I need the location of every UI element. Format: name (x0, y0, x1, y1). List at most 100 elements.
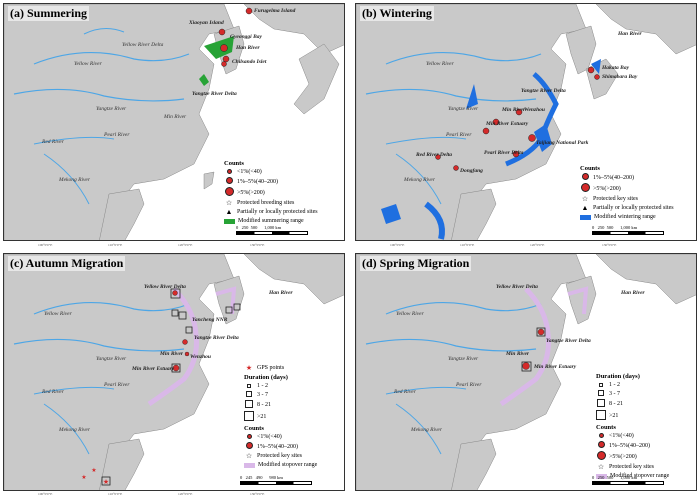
site-label: Han River (236, 45, 260, 51)
legend-item: >21 (257, 414, 267, 420)
panel-title: (c) Autumn Migration (8, 256, 126, 271)
legend-item: Partially or locally protected sites (593, 205, 674, 211)
scale-label: 250 (241, 225, 249, 230)
legend-item: 3 - 7 (609, 391, 620, 397)
panel-title: (a) Summering (8, 6, 89, 21)
lon-tick: 110°0'0"E (108, 492, 123, 496)
lon-tick: 130°0'0"E (250, 243, 265, 247)
site-label: Pearl River Delta (484, 150, 524, 156)
panel-title: (b) Wintering (360, 6, 434, 21)
lon-tick: 100°0'0"E (38, 492, 53, 496)
scale-bar: 0 250 500 1,000 km (236, 225, 308, 235)
legend-item: Protected key sites (593, 196, 638, 202)
river-label: Yellow River (426, 61, 454, 67)
duration-3-icon (597, 399, 605, 407)
svg-text:★: ★ (81, 474, 86, 481)
river-label: Yellow River (44, 311, 72, 317)
panel-wintering: (b) Wintering Han River Hakata Bay Shima… (355, 3, 697, 241)
scale-label: 500 (606, 475, 614, 480)
site-label: Gyeonggi Bay (230, 34, 262, 40)
duration-2-icon (598, 390, 604, 396)
river-label: Yellow River (396, 311, 424, 317)
lon-tick: 110°0'0"E (108, 243, 123, 247)
legend-item: <1%(<40) (257, 434, 282, 440)
count-small-icon (246, 434, 252, 439)
map-autumn: ★ ★ ★ (4, 254, 344, 490)
site-label: Yangtze River Delta (194, 335, 239, 341)
count-medium-icon (225, 177, 233, 184)
site-label: Han River (621, 290, 645, 296)
lon-tick: 120°0'0"E (530, 243, 545, 247)
legend-item: Protected breeding sites (237, 200, 295, 206)
legend: Counts <1%(<40) 1%–5%(40–200) >5%(>200) … (224, 159, 318, 226)
legend-item: 8 - 21 (257, 402, 271, 408)
river-label: Yangtze River (448, 106, 479, 112)
river-label: Mekong River (404, 177, 435, 183)
scale-bar: 0 250 500 1,000 km (592, 475, 664, 485)
legend-item: Modified stopover range (258, 462, 318, 468)
scale-label: 0 (592, 225, 595, 230)
lon-tick: 130°0'0"E (250, 492, 265, 496)
panel-title: (d) Spring Migration (360, 256, 472, 271)
site-label: Taijiang National Park (536, 140, 589, 146)
scale-label: 0 (592, 475, 595, 480)
legend-item: Modified summering range (238, 218, 304, 224)
site-label: Red River Delta (416, 152, 453, 158)
river-label: Mekong River (59, 177, 90, 183)
duration-4-icon (596, 410, 606, 420)
river-label: Pearl River (104, 382, 130, 388)
count-medium-icon (597, 441, 605, 448)
legend: Duration (days) 1 - 2 3 - 7 8 - 21 >21 C… (596, 372, 669, 481)
star-icon: ☆ (581, 195, 589, 203)
site-label: Min River (506, 351, 530, 357)
river-label: Yellow River Delta (122, 42, 164, 48)
legend-item: 1%–5%(40–200) (257, 443, 298, 450)
site-label: Min River Estuary (486, 121, 529, 127)
legend-heading: Counts (596, 424, 616, 431)
legend-item: >5%(>200) (593, 185, 621, 192)
star-icon: ☆ (597, 463, 605, 471)
river-label: Red River (394, 389, 416, 395)
legend: ★ GPS points Duration (days) 1 - 2 3 - 7 … (244, 364, 317, 470)
legend-item: >5%(>200) (609, 453, 637, 460)
site-label: Han River (618, 31, 642, 37)
legend-item: 3 - 7 (257, 392, 268, 398)
legend-item: 1%–5%(40–200) (237, 178, 278, 185)
scale-label: 1,000 km (620, 475, 638, 480)
lon-tick: 110°0'0"E (460, 243, 475, 247)
count-large-icon (596, 451, 606, 460)
count-small-icon (226, 169, 232, 174)
scale-label: 245 (245, 475, 253, 480)
site-label: Yellow River Delta (496, 284, 538, 290)
site-label: Yangtze River Delta (192, 91, 237, 97)
legend-item: 1 - 2 (257, 383, 268, 389)
triangle-icon: ▲ (225, 208, 233, 216)
site-label: Yangtze River Delta (521, 88, 566, 94)
site-label: Dongfang (460, 168, 483, 174)
scale-label: 500 (250, 225, 258, 230)
duration-3-icon (245, 400, 253, 408)
river-label: Mekong River (411, 427, 442, 433)
legend-item: >21 (609, 413, 619, 419)
scale-bar: 0 245 490 980 km (240, 475, 312, 485)
scale-label: 500 (606, 225, 614, 230)
site-label: Shimabara Bay (602, 74, 638, 80)
lon-tick: 100°0'0"E (38, 243, 53, 247)
legend-item: Partially or locally protected sites (237, 209, 318, 215)
legend-heading: Duration (days) (596, 373, 640, 380)
river-label: Min River (164, 114, 187, 120)
site-label: Min River (502, 107, 526, 113)
scale-label: 0 (240, 475, 243, 480)
scale-label: 250 (597, 475, 605, 480)
svg-text:★: ★ (103, 478, 109, 486)
river-label: Yangtze River (96, 356, 127, 362)
legend-item: Protected key sites (609, 464, 654, 470)
site-label: Hakata Bay (602, 65, 630, 71)
duration-4-icon (244, 411, 254, 421)
legend-item: <1%(<40) (237, 169, 262, 175)
legend-heading: Counts (224, 160, 244, 167)
river-label: Yangtze River (96, 106, 127, 112)
star-icon: ☆ (245, 452, 253, 460)
map-spring (356, 254, 696, 490)
site-label: Wenzhou (190, 354, 211, 360)
